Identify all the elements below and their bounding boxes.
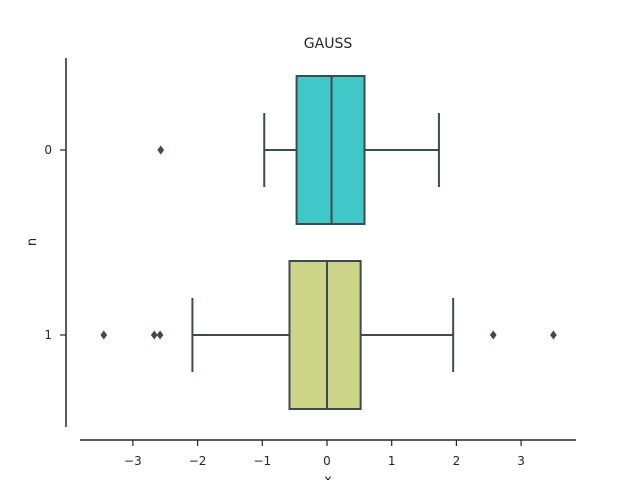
outlier-point xyxy=(157,145,165,155)
outlier-point xyxy=(156,330,164,340)
iqr-box xyxy=(288,260,362,410)
box-group-0 xyxy=(157,75,440,225)
x-axis-label: x xyxy=(324,473,332,480)
x-tick-label: 1 xyxy=(388,454,396,468)
outlier-point xyxy=(550,330,557,340)
outlier-point xyxy=(150,330,158,340)
x-tick-label: 0 xyxy=(323,454,331,468)
plot-area xyxy=(100,75,557,410)
y-tick-label: 1 xyxy=(44,328,52,342)
x-tick-label: −1 xyxy=(253,454,271,468)
chart-title: GAUSS xyxy=(304,36,353,52)
x-tick-label: −2 xyxy=(189,454,207,468)
x-tick-label: 2 xyxy=(453,454,461,468)
y-axis-ticks: 01 xyxy=(44,143,66,342)
outlier-point xyxy=(100,330,108,340)
y-axis-label: n xyxy=(25,238,40,246)
y-tick-label: 0 xyxy=(44,143,52,157)
x-tick-label: 3 xyxy=(517,454,525,468)
x-tick-label: −3 xyxy=(124,454,142,468)
box-group-1 xyxy=(100,260,557,410)
outlier-point xyxy=(489,330,497,340)
x-axis-ticks: −3 −2 −1 0 1 2 3 xyxy=(124,440,525,468)
